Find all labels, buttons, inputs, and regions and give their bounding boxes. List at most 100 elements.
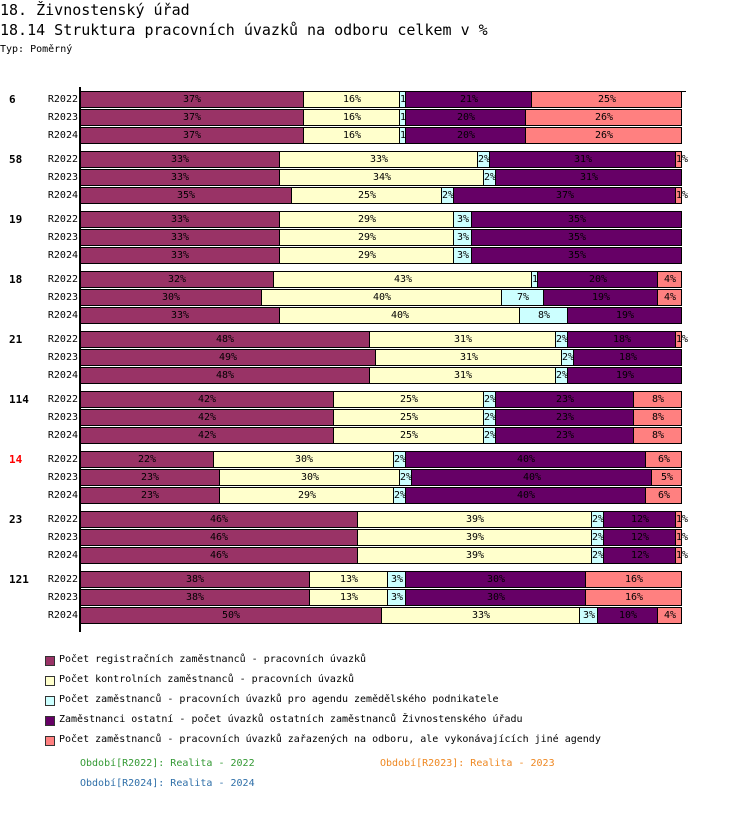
bar-segment: 32% xyxy=(81,272,273,287)
bar-value-label: 1% xyxy=(676,532,689,543)
bar-value-label: 10% xyxy=(619,610,638,621)
bar-row: 33% 40% 8% 19% xyxy=(80,307,682,324)
bar-row: 48% 31% 2% 19% xyxy=(80,367,682,384)
bar-row: 23% 30% 2% 40% 5% xyxy=(80,469,682,486)
bar-value-label: 43% xyxy=(394,274,413,285)
bar-segment: 39% xyxy=(357,512,591,527)
bar-segment: 33% xyxy=(81,152,279,167)
bar-segment: 1% xyxy=(675,512,688,527)
bar-value-label: 2% xyxy=(592,532,605,543)
bar-value-label: 40% xyxy=(391,310,410,321)
bar-segment: 31% xyxy=(369,368,555,383)
bar-value-label: 30% xyxy=(301,472,320,483)
bar-segment: 7% xyxy=(501,290,543,305)
bar-value-label: 2% xyxy=(442,190,455,201)
bar-value-label: 1% xyxy=(676,190,689,201)
bar-value-label: 19% xyxy=(616,310,635,321)
bar-segment: 37% xyxy=(81,110,303,125)
group-label: 21 xyxy=(9,333,23,346)
bar-segment: 2% xyxy=(393,488,406,503)
bar-segment: 42% xyxy=(81,410,333,425)
bar-value-label: 1% xyxy=(676,154,689,165)
bar-value-label: 1% xyxy=(676,334,689,345)
bar-row: 23% 29% 2% 40% 6% xyxy=(80,487,682,504)
row-label: R2022 xyxy=(47,274,78,285)
legend-swatch-icon xyxy=(45,716,55,726)
row-label: R2024 xyxy=(47,130,78,141)
bar-value-label: 3% xyxy=(457,214,470,225)
row-label: R2023 xyxy=(47,592,78,603)
bar-segment: 30% xyxy=(213,452,393,467)
bar-value-label: 33% xyxy=(171,172,190,183)
row-label: R2023 xyxy=(47,472,78,483)
bar-value-label: 6% xyxy=(658,490,671,501)
bar-segment: 20% xyxy=(405,128,525,143)
bar-value-label: 29% xyxy=(358,232,377,243)
bar-value-label: 25% xyxy=(358,190,377,201)
row-label: R2022 xyxy=(47,334,78,345)
bar-value-label: 16% xyxy=(343,112,362,123)
section-title: 18. Živnostenský úřad xyxy=(0,1,190,19)
bar-value-label: 46% xyxy=(210,514,229,525)
bar-value-label: 26% xyxy=(595,130,614,141)
bar-segment: 33% xyxy=(81,212,279,227)
bar-value-label: 7% xyxy=(517,292,530,303)
bar-segment: 48% xyxy=(81,368,369,383)
group-label: 58 xyxy=(9,153,23,166)
bar-value-label: 3% xyxy=(583,610,596,621)
bar-segment: 16% xyxy=(303,110,399,125)
bar-value-label: 37% xyxy=(183,112,202,123)
bar-value-label: 2% xyxy=(400,472,413,483)
legend-label: Počet zaměstnanců - pracovních úvazků pr… xyxy=(59,694,499,705)
row-label: R2023 xyxy=(47,412,78,423)
bar-segment: 1% xyxy=(675,332,688,347)
bar-row: 46% 39% 2% 12% 1% xyxy=(80,547,688,564)
bar-row: 37%16%1%20%26% xyxy=(80,127,682,144)
bar-segment: 2% xyxy=(591,530,605,545)
bar-segment: 35% xyxy=(81,188,291,203)
bar-segment: 4% xyxy=(657,608,681,623)
bar-segment: 49% xyxy=(81,350,375,365)
bar-row: 38% 13% 3% 30% 16% xyxy=(80,571,682,588)
bar-value-label: 40% xyxy=(373,292,392,303)
bar-row: 33% 33% 2% 31% 1% xyxy=(80,151,688,168)
bar-value-label: 2% xyxy=(484,412,497,423)
bar-value-label: 30% xyxy=(295,454,314,465)
bar-value-label: 12% xyxy=(631,514,650,525)
bar-value-label: 8% xyxy=(538,310,551,321)
bar-segment: 8% xyxy=(633,392,681,407)
bar-segment: 42% xyxy=(81,392,333,407)
bar-segment: 1% xyxy=(675,548,688,563)
bar-value-label: 33% xyxy=(171,250,190,261)
bar-segment: 46% xyxy=(81,512,357,527)
bar-segment: 16% xyxy=(303,92,399,107)
bar-value-label: 38% xyxy=(186,574,205,585)
bar-segment: 2% xyxy=(591,548,604,563)
bar-value-label: 29% xyxy=(298,490,317,501)
bar-segment: 40% xyxy=(411,470,651,485)
period-legend-r2024: Období[R2024]: Realita - 2024 xyxy=(80,778,255,789)
group-label: 14 xyxy=(9,453,23,466)
bar-segment: 18% xyxy=(573,350,681,365)
bar-value-label: 31% xyxy=(454,334,473,345)
bar-value-label: 20% xyxy=(589,274,608,285)
bar-value-label: 42% xyxy=(198,412,217,423)
bar-row: 49% 31% 2% 18% xyxy=(80,349,682,366)
bar-segment: 33% xyxy=(381,608,579,623)
bar-segment: 12% xyxy=(603,548,675,563)
bar-value-label: 31% xyxy=(454,370,473,381)
bar-segment: 1% xyxy=(675,188,688,203)
bar-segment: 19% xyxy=(543,290,657,305)
bar-value-label: 23% xyxy=(556,394,575,405)
stacked-bar-chart: 6 R2022 37% 16% 1% 21% 25% R2023 37% 16% 1% 20% 26% R… xyxy=(9,87,689,632)
bar-segment: 39% xyxy=(357,548,591,563)
bar-segment: 40% xyxy=(405,488,645,503)
bar-value-label: 48% xyxy=(216,334,235,345)
bar-value-label: 42% xyxy=(198,394,217,405)
bar-segment: 2% xyxy=(477,152,490,167)
bar-value-label: 4% xyxy=(664,610,677,621)
row-label: R2023 xyxy=(47,172,78,183)
bar-value-label: 35% xyxy=(568,214,587,225)
bar-segment: 4% xyxy=(657,290,681,305)
bar-value-label: 20% xyxy=(457,130,476,141)
